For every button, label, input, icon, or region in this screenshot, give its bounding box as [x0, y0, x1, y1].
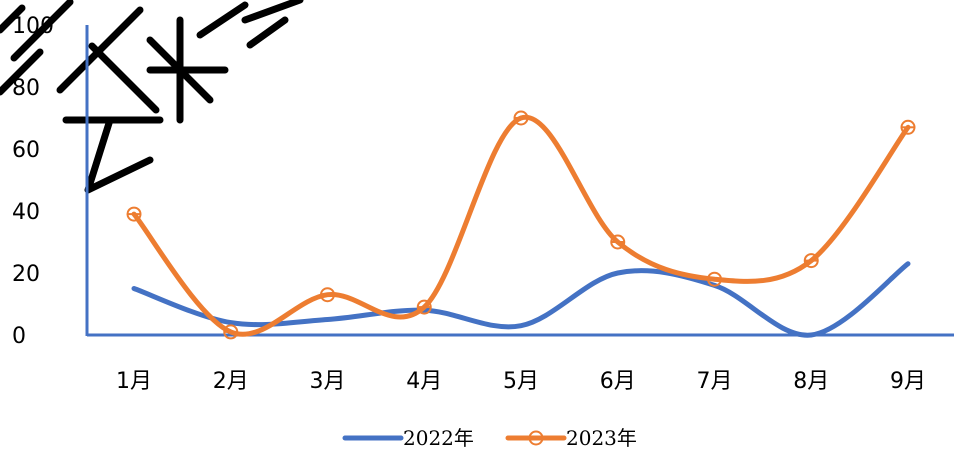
data-point-marker — [126, 206, 142, 222]
data-point-marker — [610, 234, 626, 250]
y-axis-tick-labels: 0 20 40 60 80 100 — [12, 14, 54, 349]
legend-item: 2023年 — [505, 426, 637, 449]
y-tick-label: 100 — [12, 14, 54, 39]
series-markers — [126, 110, 916, 340]
legend-marker — [528, 430, 544, 446]
y-tick-label: 40 — [12, 200, 40, 225]
data-point-marker — [320, 287, 335, 303]
y-tick-label: 0 — [12, 324, 26, 349]
x-tick-label: 9月 — [890, 369, 926, 394]
x-tick-label: 2月 — [213, 369, 249, 394]
y-tick-label: 80 — [12, 76, 40, 101]
data-point-marker — [513, 110, 529, 126]
x-tick-label: 1月 — [116, 369, 152, 394]
data-point-marker — [900, 119, 916, 135]
legend-item: 2022年 — [342, 426, 474, 449]
y-tick-label: 60 — [12, 138, 40, 163]
x-tick-label: 7月 — [697, 369, 733, 394]
series-line-0 — [131, 261, 911, 338]
x-tick-label: 3月 — [310, 369, 346, 394]
legend-label: 2023年 — [566, 426, 637, 449]
data-point-marker — [803, 253, 819, 269]
x-tick-label: 5月 — [503, 369, 539, 394]
x-axis-tick-labels: 1月 2月 3月 4月 5月 6月 7月 8月 9月 — [116, 369, 926, 394]
x-tick-label: 6月 — [600, 369, 636, 394]
x-tick-label: 8月 — [793, 369, 829, 394]
y-tick-label: 20 — [12, 262, 40, 287]
legend: 2022年 2023年 — [342, 426, 637, 449]
data-point-marker — [416, 299, 432, 315]
series-line-1 — [131, 114, 911, 337]
x-tick-label: 4月 — [406, 369, 442, 394]
series-lines — [131, 114, 911, 338]
watermark-strokes — [0, 0, 304, 194]
legend-label: 2022年 — [403, 426, 474, 449]
data-point-marker — [223, 324, 239, 340]
data-point-marker — [707, 271, 722, 287]
